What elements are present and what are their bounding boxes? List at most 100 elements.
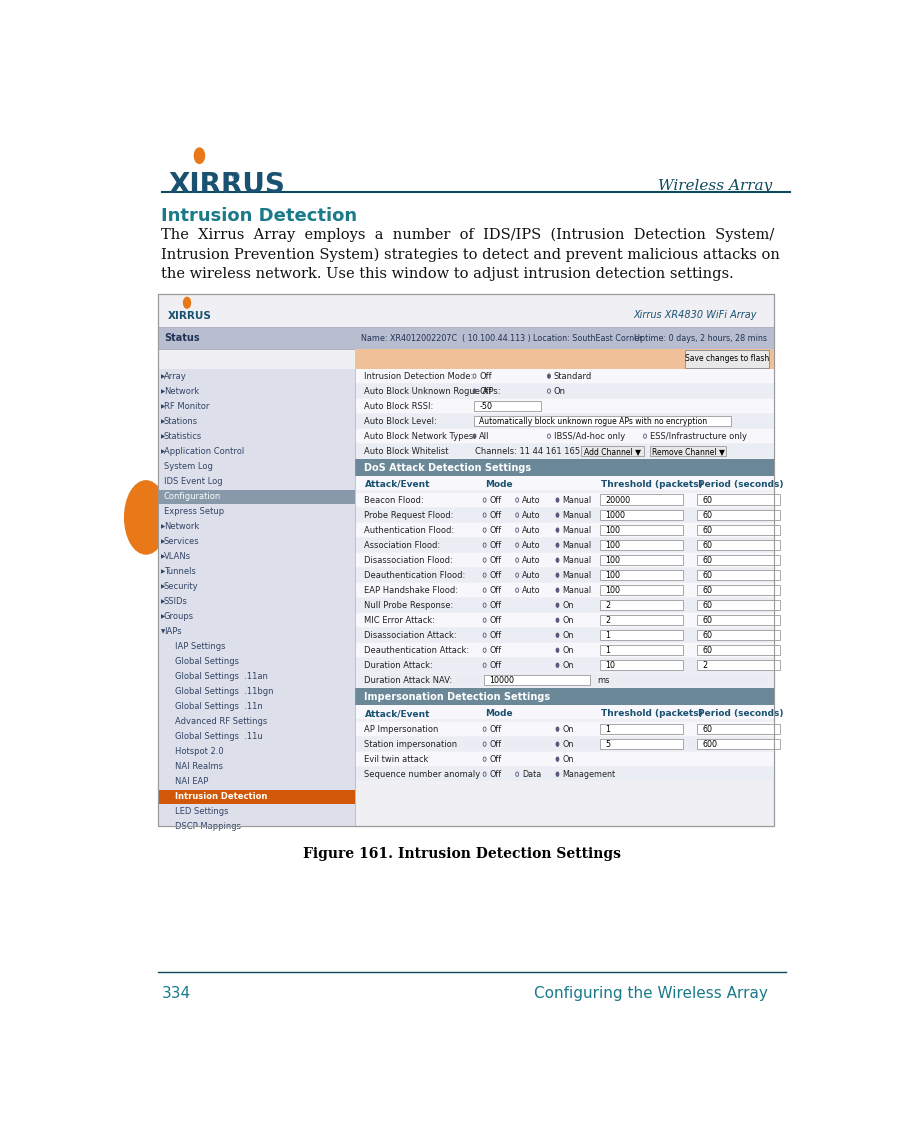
Text: ▶: ▶ (160, 539, 165, 545)
Text: ▶: ▶ (160, 374, 165, 379)
Bar (355, 644, 774, 657)
FancyBboxPatch shape (697, 739, 780, 749)
Text: Security: Security (164, 582, 198, 591)
Text: Auto Block Whitelist: Auto Block Whitelist (365, 447, 449, 456)
Bar (355, 508, 774, 522)
Text: On: On (562, 631, 574, 640)
Text: Duration Attack NAV:: Duration Attack NAV: (365, 675, 452, 684)
FancyBboxPatch shape (600, 540, 683, 550)
Text: Standard: Standard (553, 372, 592, 381)
Text: On: On (562, 646, 574, 655)
Text: Off: Off (489, 646, 501, 655)
Text: Application Control: Application Control (164, 447, 244, 456)
Text: Statistics: Statistics (164, 432, 202, 441)
Ellipse shape (556, 619, 559, 622)
Bar (355, 523, 774, 537)
Ellipse shape (124, 481, 168, 554)
Text: Sequence number anomaly: Sequence number anomaly (365, 770, 481, 779)
Bar (355, 628, 774, 642)
Ellipse shape (548, 374, 551, 379)
FancyBboxPatch shape (697, 659, 780, 670)
FancyBboxPatch shape (600, 599, 683, 609)
Ellipse shape (556, 727, 559, 731)
Text: ▶: ▶ (160, 420, 165, 424)
Text: Services: Services (164, 537, 199, 546)
Ellipse shape (556, 772, 559, 777)
Text: Off: Off (489, 631, 501, 640)
FancyBboxPatch shape (600, 659, 683, 670)
Text: ▼: ▼ (160, 629, 165, 634)
Bar (355, 414, 774, 429)
Text: On: On (562, 724, 574, 733)
Bar (355, 459, 774, 476)
Text: 60: 60 (703, 571, 713, 580)
Bar (355, 384, 774, 398)
Ellipse shape (556, 513, 559, 517)
Text: -50: -50 (479, 401, 492, 410)
Text: 1000: 1000 (605, 511, 625, 520)
Text: ▶: ▶ (160, 434, 165, 439)
Text: Off: Off (489, 540, 501, 549)
Text: On: On (562, 740, 574, 748)
Ellipse shape (556, 543, 559, 547)
Text: Manual: Manual (562, 586, 591, 595)
Text: Off: Off (489, 770, 501, 779)
Text: 2: 2 (605, 616, 611, 624)
FancyBboxPatch shape (697, 615, 780, 625)
FancyBboxPatch shape (651, 446, 725, 456)
FancyBboxPatch shape (600, 615, 683, 625)
Bar (355, 553, 774, 567)
Bar (355, 476, 774, 490)
Bar (355, 445, 774, 458)
Text: ▶: ▶ (160, 614, 165, 620)
FancyBboxPatch shape (600, 509, 683, 520)
Text: Off: Off (479, 372, 492, 381)
Ellipse shape (473, 389, 476, 393)
Bar (158, 790, 355, 804)
Text: Global Settings  .11an: Global Settings .11an (175, 672, 268, 681)
Text: XIRRUS: XIRRUS (168, 171, 286, 199)
Text: 60: 60 (703, 496, 713, 505)
Text: Manual: Manual (562, 496, 591, 505)
Text: Intrusion Detection: Intrusion Detection (175, 792, 267, 802)
Text: Save changes to flash: Save changes to flash (685, 355, 769, 364)
Bar (355, 568, 774, 582)
Text: 600: 600 (703, 740, 717, 748)
Text: ▶: ▶ (160, 599, 165, 604)
Text: Auto Block RSSI:: Auto Block RSSI: (365, 401, 433, 410)
Bar (355, 370, 774, 383)
FancyBboxPatch shape (697, 645, 780, 655)
Text: Off: Off (489, 661, 501, 670)
Text: Off: Off (489, 755, 501, 764)
Text: Tunnels: Tunnels (164, 567, 196, 576)
Bar (355, 399, 774, 413)
Text: Auto: Auto (522, 571, 541, 580)
Text: Name: XR4012002207C  ( 10.100.44.113 ): Name: XR4012002207C ( 10.100.44.113 ) (361, 333, 532, 342)
Text: On: On (562, 600, 574, 609)
Text: Deauthentication Flood:: Deauthentication Flood: (365, 571, 466, 580)
FancyBboxPatch shape (600, 524, 683, 534)
Text: Off: Off (489, 571, 501, 580)
Text: DoS Attack Detection Settings: DoS Attack Detection Settings (365, 463, 532, 473)
Text: Status: Status (164, 333, 199, 343)
FancyBboxPatch shape (697, 630, 780, 640)
Ellipse shape (556, 528, 559, 532)
Text: Express Setup: Express Setup (164, 507, 224, 516)
Text: 60: 60 (703, 631, 713, 640)
Ellipse shape (556, 588, 559, 592)
Text: 60: 60 (703, 556, 713, 565)
Text: Duration Attack:: Duration Attack: (365, 661, 433, 670)
Text: Remove Channel ▼: Remove Channel ▼ (651, 447, 724, 456)
Text: Off: Off (479, 387, 492, 396)
Text: Add Channel ▼: Add Channel ▼ (584, 447, 641, 456)
Text: ▶: ▶ (160, 404, 165, 409)
Bar (158, 490, 355, 504)
Bar (355, 598, 774, 613)
Text: Advanced RF Settings: Advanced RF Settings (175, 717, 267, 727)
Text: VLANs: VLANs (164, 553, 191, 562)
Bar (355, 767, 774, 781)
Text: Groups: Groups (164, 612, 194, 621)
Text: Auto: Auto (522, 556, 541, 565)
Bar (355, 658, 774, 672)
Text: On: On (562, 661, 574, 670)
